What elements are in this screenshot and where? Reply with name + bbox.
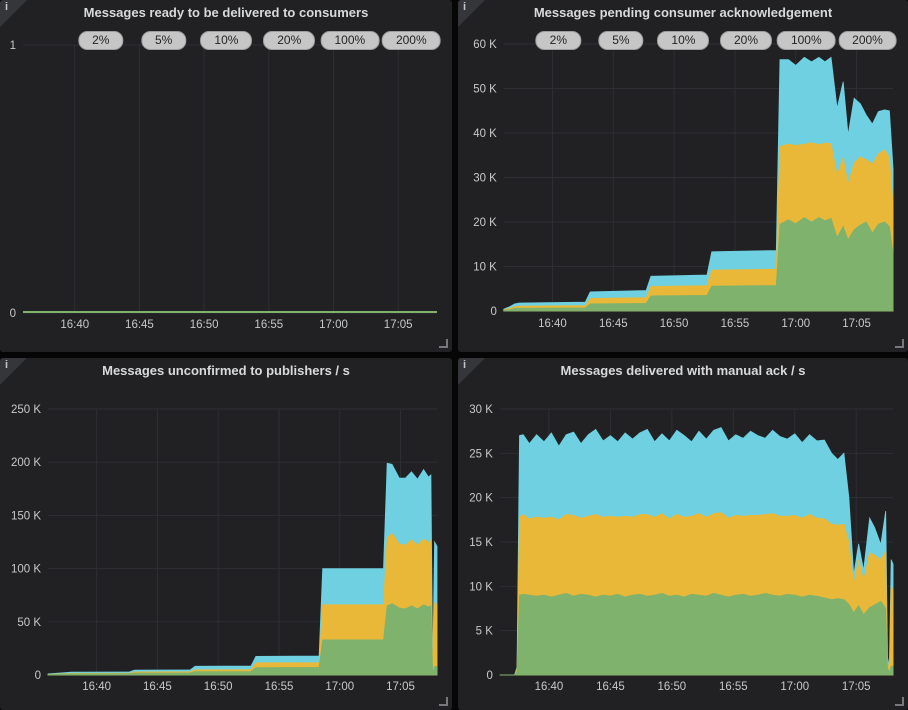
y-tick-label: 0 [490, 306, 496, 318]
info-icon: i [463, 359, 467, 371]
annotation-badge-200pct[interactable]: 200% [381, 31, 441, 50]
annotation-badge-20pct[interactable]: 20% [263, 31, 316, 50]
annotation-badge-10pct[interactable]: 10% [657, 31, 710, 50]
info-icon: i [5, 359, 9, 371]
panel-resize-handle[interactable] [895, 697, 904, 706]
panel-title[interactable]: Messages delivered with manual ack / s [560, 363, 806, 378]
annotation-badge-100pct[interactable]: 100% [776, 31, 836, 50]
panel-info-corner[interactable]: i [0, 0, 27, 27]
y-tick-label: 1 [10, 40, 16, 52]
area-green-series [499, 592, 894, 676]
y-tick-label: 50 K [473, 83, 497, 95]
y-tick-label: 25 K [469, 448, 493, 460]
y-tick-label: 0 [35, 670, 41, 682]
info-icon: i [5, 1, 9, 13]
x-tick-label: 16:50 [658, 681, 687, 693]
annotation-badge-20pct[interactable]: 20% [719, 31, 773, 50]
panel-messages-unconfirmed: i Messages unconfirmed to publishers / s… [0, 358, 452, 710]
x-tick-label: 16:45 [599, 318, 628, 330]
y-tick-label: 60 K [473, 39, 497, 51]
panel-resize-handle[interactable] [439, 697, 448, 706]
annotation-badge-200pct[interactable]: 200% [838, 31, 897, 50]
y-tick-label: 30 K [469, 404, 493, 416]
x-tick-label: 16:40 [60, 319, 89, 331]
y-tick-label: 20 K [473, 217, 497, 229]
annotation-badge-100pct[interactable]: 100% [320, 31, 380, 50]
x-tick-label: 16:45 [143, 681, 172, 693]
y-tick-label: 250 K [11, 404, 41, 416]
y-tick-label: 30 K [473, 172, 497, 184]
x-tick-label: 16:50 [660, 318, 689, 330]
chart-canvas[interactable]: 0 1 16:40 16:45 16:50 16:55 17:00 17:05 [0, 0, 452, 352]
x-tick-label: 16:50 [190, 319, 219, 331]
y-tick-label: 150 K [11, 510, 41, 522]
x-tick-label: 16:55 [721, 318, 750, 330]
panel-messages-delivered-manual-ack: i Messages delivered with manual ack / s… [458, 358, 908, 710]
y-tick-label: 100 K [11, 564, 41, 576]
x-tick-label: 17:00 [319, 319, 348, 331]
x-tick-label: 17:00 [781, 318, 810, 330]
panel-title[interactable]: Messages pending consumer acknowledgemen… [533, 5, 833, 20]
panel-info-corner[interactable]: i [458, 0, 485, 27]
x-tick-label: 17:00 [780, 681, 809, 693]
annotation-badge-2pct[interactable]: 2% [535, 31, 582, 50]
panel-title[interactable]: Messages unconfirmed to publishers / s [102, 363, 350, 378]
x-tick-label: 17:05 [384, 319, 413, 331]
x-tick-label: 16:55 [254, 319, 283, 331]
panel-messages-ready: i Messages ready to be delivered to cons… [0, 0, 452, 352]
x-tick-label: 16:55 [719, 681, 748, 693]
x-tick-label: 16:55 [265, 681, 294, 693]
x-tick-label: 17:05 [386, 681, 415, 693]
chart-canvas[interactable]: 0 50 K 100 K 150 K 200 K 250 K 16:40 16:45 16:50… [0, 358, 452, 710]
panel-resize-handle[interactable] [895, 339, 904, 348]
x-tick-label: 16:40 [82, 681, 111, 693]
y-tick-label: 10 K [473, 261, 497, 273]
panel-info-corner[interactable]: i [0, 358, 27, 385]
x-tick-label: 17:00 [325, 681, 354, 693]
area-green-series [503, 217, 894, 312]
y-tick-label: 10 K [469, 581, 493, 593]
x-tick-label: 16:40 [535, 681, 564, 693]
area-green-series [47, 603, 438, 676]
y-tick-label: 5 K [476, 626, 494, 638]
x-tick-label: 16:50 [204, 681, 233, 693]
panel-title[interactable]: Messages ready to be delivered to consum… [83, 5, 369, 20]
x-tick-label: 17:05 [842, 681, 871, 693]
y-tick-label: 40 K [473, 128, 497, 140]
chart-canvas[interactable]: 0 10 K 20 K 30 K 40 K 50 K 60 K 16:40 16:45 16:50… [458, 0, 908, 352]
x-tick-label: 16:45 [596, 681, 625, 693]
x-tick-label: 17:05 [842, 318, 871, 330]
panel-info-corner[interactable]: i [458, 358, 485, 385]
y-tick-label: 15 K [469, 537, 493, 549]
panel-resize-handle[interactable] [439, 339, 448, 348]
annotation-badge-5pct[interactable]: 5% [598, 31, 644, 50]
annotation-badge-5pct[interactable]: 5% [140, 31, 187, 50]
y-tick-label: 50 K [17, 617, 41, 629]
y-tick-label: 0 [486, 670, 492, 682]
info-icon: i [463, 1, 467, 13]
y-tick-label: 20 K [469, 493, 493, 505]
x-tick-label: 16:40 [538, 318, 567, 330]
y-tick-label: 0 [10, 308, 16, 320]
chart-canvas[interactable]: 0 5 K 10 K 15 K 20 K 25 K 30 K 16:40 16:45 16:50 1… [458, 358, 908, 710]
y-tick-label: 200 K [11, 457, 41, 469]
annotation-badge-10pct[interactable]: 10% [200, 31, 253, 50]
annotation-badge-2pct[interactable]: 2% [78, 31, 124, 50]
x-tick-label: 16:45 [125, 319, 154, 331]
panel-messages-pending-ack: i Messages pending consumer acknowledgem… [458, 0, 908, 352]
